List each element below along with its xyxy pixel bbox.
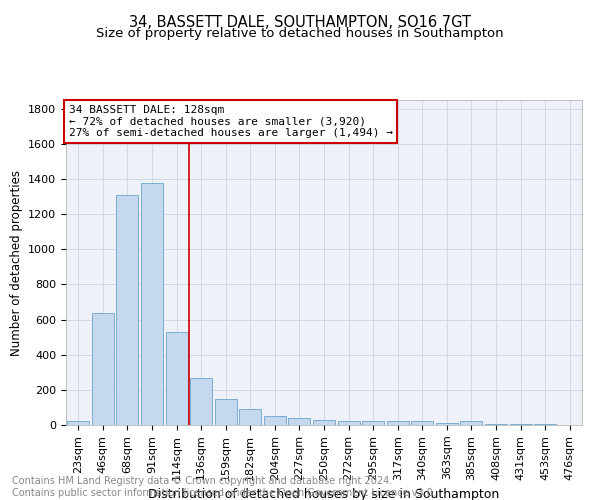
Bar <box>509 424 532 425</box>
Bar <box>338 422 359 425</box>
Bar <box>67 422 89 425</box>
Bar <box>411 422 433 425</box>
Bar <box>116 195 139 425</box>
Bar <box>239 409 262 425</box>
Text: Contains HM Land Registry data © Crown copyright and database right 2024.
Contai: Contains HM Land Registry data © Crown c… <box>12 476 436 498</box>
Bar <box>141 182 163 425</box>
Text: 34 BASSETT DALE: 128sqm
← 72% of detached houses are smaller (3,920)
27% of semi: 34 BASSETT DALE: 128sqm ← 72% of detache… <box>68 105 392 138</box>
Bar <box>485 424 507 425</box>
Bar <box>215 398 237 425</box>
Bar <box>362 422 384 425</box>
Bar <box>264 416 286 425</box>
Bar <box>166 332 188 425</box>
Text: Size of property relative to detached houses in Southampton: Size of property relative to detached ho… <box>96 28 504 40</box>
Bar <box>460 422 482 425</box>
Bar <box>534 424 556 425</box>
Bar <box>289 418 310 425</box>
Bar <box>386 422 409 425</box>
Bar <box>313 420 335 425</box>
Text: 34, BASSETT DALE, SOUTHAMPTON, SO16 7GT: 34, BASSETT DALE, SOUTHAMPTON, SO16 7GT <box>129 15 471 30</box>
Bar <box>436 423 458 425</box>
Bar <box>92 312 114 425</box>
Y-axis label: Number of detached properties: Number of detached properties <box>10 170 23 356</box>
X-axis label: Distribution of detached houses by size in Southampton: Distribution of detached houses by size … <box>148 488 500 500</box>
Bar <box>190 378 212 425</box>
